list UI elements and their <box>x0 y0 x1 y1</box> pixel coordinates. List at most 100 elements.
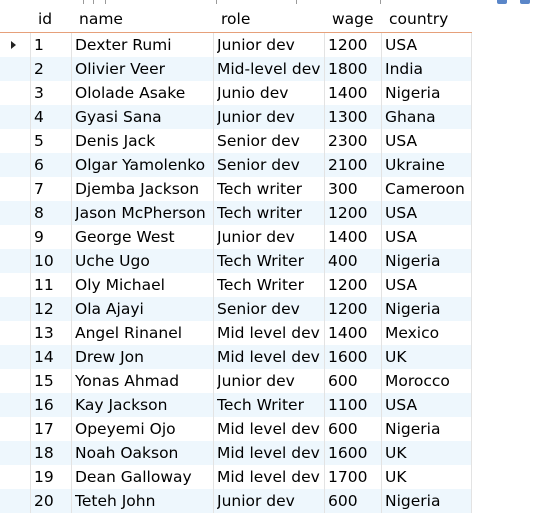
table-row[interactable]: 4 Gyasi Sana Junior dev 1300 Ghana <box>0 105 472 129</box>
cell-wage[interactable]: 1100 <box>328 396 368 414</box>
cell-country[interactable]: UK <box>385 444 407 462</box>
cell-country[interactable]: USA <box>385 396 418 414</box>
cell-name[interactable]: Ololade Asake <box>75 84 186 102</box>
toolbar-icon[interactable] <box>520 0 530 4</box>
cell-wage[interactable]: 2100 <box>328 156 368 174</box>
toolbar-icon[interactable] <box>497 0 507 4</box>
cell-wage[interactable]: 600 <box>328 492 358 510</box>
cell-country[interactable]: UK <box>385 468 407 486</box>
column-header-country[interactable]: country <box>389 10 449 28</box>
row-indicator-cell[interactable] <box>0 177 28 201</box>
cell-id[interactable]: 15 <box>34 372 54 390</box>
table-row[interactable]: 7 Djemba Jackson Tech writer 300 Cameroon <box>0 177 472 201</box>
cell-role[interactable]: Senior dev <box>217 132 300 150</box>
cell-country[interactable]: Nigeria <box>385 300 441 318</box>
table-row[interactable]: 2 Olivier Veer Mid-level dev 1800 India <box>0 57 472 81</box>
cell-name[interactable]: George West <box>75 228 175 246</box>
cell-role[interactable]: Mid level dev <box>217 420 320 438</box>
cell-name[interactable]: Uche Ugo <box>75 252 150 270</box>
cell-id[interactable]: 9 <box>34 228 44 246</box>
cell-name[interactable]: Gyasi Sana <box>75 108 162 126</box>
cell-role[interactable]: Tech Writer <box>217 276 304 294</box>
cell-id[interactable]: 19 <box>34 468 54 486</box>
cell-role[interactable]: Tech writer <box>217 204 302 222</box>
cell-country[interactable]: USA <box>385 204 418 222</box>
cell-wage[interactable]: 1700 <box>328 468 368 486</box>
cell-country[interactable]: Ukraine <box>385 156 445 174</box>
cell-id[interactable]: 3 <box>34 84 44 102</box>
cell-country[interactable]: Cameroon <box>385 180 465 198</box>
cell-name[interactable]: Denis Jack <box>75 132 156 150</box>
cell-country[interactable]: Nigeria <box>385 84 441 102</box>
cell-name[interactable]: Drew Jon <box>75 348 144 366</box>
cell-wage[interactable]: 1600 <box>328 444 368 462</box>
cell-id[interactable]: 4 <box>34 108 44 126</box>
cell-name[interactable]: Jason McPherson <box>75 204 206 222</box>
cell-id[interactable]: 11 <box>34 276 54 294</box>
cell-id[interactable]: 20 <box>34 492 54 510</box>
cell-name[interactable]: Oly Michael <box>75 276 165 294</box>
cell-country[interactable]: USA <box>385 36 418 54</box>
cell-wage[interactable]: 1600 <box>328 348 368 366</box>
table-row[interactable]: 19 Dean Galloway Mid level dev 1700 UK <box>0 465 472 489</box>
cell-country[interactable]: Nigeria <box>385 492 441 510</box>
table-row[interactable]: 15 Yonas Ahmad Junior dev 600 Morocco <box>0 369 472 393</box>
cell-wage[interactable]: 300 <box>328 180 358 198</box>
cell-id[interactable]: 5 <box>34 132 44 150</box>
cell-id[interactable]: 16 <box>34 396 54 414</box>
cell-role[interactable]: Junior dev <box>217 228 295 246</box>
cell-country[interactable]: USA <box>385 132 418 150</box>
cell-wage[interactable]: 600 <box>328 372 358 390</box>
cell-country[interactable]: Nigeria <box>385 252 441 270</box>
table-row[interactable]: 14 Drew Jon Mid level dev 1600 UK <box>0 345 472 369</box>
cell-wage[interactable]: 1800 <box>328 60 368 78</box>
cell-name[interactable]: Kay Jackson <box>75 396 168 414</box>
cell-country[interactable]: India <box>385 60 424 78</box>
cell-name[interactable]: Djemba Jackson <box>75 180 200 198</box>
table-row[interactable]: 3 Ololade Asake Junio dev 1400 Nigeria <box>0 81 472 105</box>
cell-id[interactable]: 7 <box>34 180 44 198</box>
row-indicator-cell[interactable] <box>0 201 28 225</box>
table-row[interactable]: 12 Ola Ajayi Senior dev 1200 Nigeria <box>0 297 472 321</box>
cell-country[interactable]: Nigeria <box>385 420 441 438</box>
table-row[interactable]: 9 George West Junior dev 1400 USA <box>0 225 472 249</box>
cell-wage[interactable]: 400 <box>328 252 358 270</box>
table-row[interactable]: 5 Denis Jack Senior dev 2300 USA <box>0 129 472 153</box>
row-indicator-cell[interactable] <box>0 297 28 321</box>
table-row[interactable]: 13 Angel Rinanel Mid level dev 1400 Mexico <box>0 321 472 345</box>
row-indicator-cell[interactable] <box>0 465 28 489</box>
row-indicator-cell[interactable] <box>0 369 28 393</box>
row-indicator-cell[interactable] <box>0 321 28 345</box>
table-row[interactable]: 16 Kay Jackson Tech Writer 1100 USA <box>0 393 472 417</box>
cell-name[interactable]: Olgar Yamolenko <box>75 156 206 174</box>
row-indicator-cell[interactable] <box>0 441 28 465</box>
cell-role[interactable]: Junior dev <box>217 372 295 390</box>
cell-role[interactable]: Mid level dev <box>217 348 320 366</box>
table-row[interactable]: 18 Noah Oakson Mid level dev 1600 UK <box>0 441 472 465</box>
cell-id[interactable]: 6 <box>34 156 44 174</box>
cell-role[interactable]: Mid-level dev <box>217 60 321 78</box>
cell-country[interactable]: Ghana <box>385 108 436 126</box>
row-indicator-cell[interactable] <box>0 129 28 153</box>
cell-wage[interactable]: 1200 <box>328 204 368 222</box>
cell-role[interactable]: Junior dev <box>217 36 295 54</box>
cell-name[interactable]: Ola Ajayi <box>75 300 144 318</box>
cell-role[interactable]: Junior dev <box>217 108 295 126</box>
cell-country[interactable]: Morocco <box>385 372 450 390</box>
row-indicator-cell[interactable] <box>0 249 28 273</box>
cell-wage[interactable]: 1200 <box>328 300 368 318</box>
cell-role[interactable]: Tech Writer <box>217 252 304 270</box>
cell-role[interactable]: Mid level dev <box>217 444 320 462</box>
row-indicator-cell[interactable] <box>0 273 28 297</box>
cell-wage[interactable]: 1400 <box>328 228 368 246</box>
cell-country[interactable]: UK <box>385 348 407 366</box>
row-indicator-cell[interactable] <box>0 393 28 417</box>
row-indicator-cell[interactable] <box>0 81 28 105</box>
row-indicator-cell[interactable] <box>0 417 28 441</box>
cell-role[interactable]: Tech Writer <box>217 396 304 414</box>
cell-id[interactable]: 10 <box>34 252 54 270</box>
column-header-name[interactable]: name <box>79 10 123 28</box>
cell-id[interactable]: 8 <box>34 204 44 222</box>
cell-country[interactable]: Mexico <box>385 324 440 342</box>
cell-wage[interactable]: 1200 <box>328 36 368 54</box>
